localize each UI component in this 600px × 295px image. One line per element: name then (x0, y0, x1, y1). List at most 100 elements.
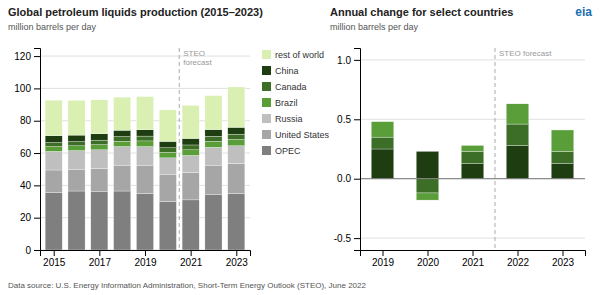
title: Global petroleum liquids production (201… (8, 6, 263, 18)
bar (159, 202, 176, 250)
bar (182, 138, 199, 144)
bar (371, 137, 394, 149)
bar (136, 165, 153, 193)
bar (136, 97, 153, 130)
tick: 2021 (462, 250, 485, 268)
axis-line (41, 251, 251, 257)
bar (182, 155, 199, 172)
legend-swatch (262, 130, 271, 139)
bar (91, 168, 108, 191)
axis-line (354, 49, 361, 251)
bar (114, 97, 131, 130)
legend-label: Canada (275, 82, 307, 92)
bar (416, 193, 439, 200)
bar (228, 127, 245, 134)
tick-mark (34, 185, 40, 186)
bar (182, 105, 199, 138)
bar (68, 151, 85, 170)
tick-label: 2022 (507, 257, 530, 268)
tick-label: -0.5 (334, 233, 352, 244)
tick: 0 (25, 245, 40, 256)
series (45, 134, 245, 152)
bar (114, 165, 131, 191)
tick: 2021 (180, 250, 203, 268)
tick-mark (54, 250, 55, 256)
legend-label: China (275, 66, 299, 76)
tick-mark (34, 250, 40, 251)
legend-swatch (262, 98, 271, 107)
bar (91, 100, 108, 134)
bar (114, 147, 131, 166)
x-axis: 20192020202120222023 (361, 250, 586, 268)
tick-mark (354, 238, 360, 239)
grid-line (360, 238, 585, 239)
legend-label: Russia (275, 114, 303, 124)
bar (551, 130, 574, 151)
bar (228, 146, 245, 164)
bar (114, 141, 131, 146)
tick-label: 80 (20, 115, 32, 126)
annotation: STEOforecast (183, 49, 212, 67)
legend-swatch (262, 66, 271, 75)
bar (551, 163, 574, 178)
bar (68, 142, 85, 146)
bar (205, 141, 222, 147)
subtitle: million barrels per day (330, 22, 419, 32)
bar (461, 163, 484, 178)
logo: eia (575, 5, 592, 19)
tick-mark (34, 121, 40, 122)
tick: 100 (14, 83, 40, 94)
series (45, 146, 245, 175)
tick-label: 100 (14, 83, 31, 94)
legend-label: rest of world (275, 50, 324, 60)
tick: 120 (14, 51, 40, 62)
bar (159, 175, 176, 202)
bar (45, 170, 62, 193)
tick-mark (354, 119, 360, 120)
bar (136, 147, 153, 166)
series (45, 87, 245, 141)
grid (40, 56, 250, 250)
series (45, 191, 245, 250)
tick-label: 2023 (552, 257, 575, 268)
bar (91, 134, 108, 140)
bar (371, 149, 394, 179)
bar (182, 145, 199, 150)
tick-mark (354, 179, 360, 180)
forecast-line (179, 48, 180, 250)
tick-mark (428, 250, 429, 256)
bar (551, 151, 574, 163)
tick: 2019 (134, 250, 157, 268)
bar (461, 151, 484, 163)
tick-label: 2021 (462, 257, 485, 268)
bar (68, 146, 85, 151)
legend: rest of worldChinaCanadaBrazilRussiaUnit… (262, 50, 330, 156)
tick-label: 2020 (417, 257, 440, 268)
forecast-line (495, 48, 496, 250)
tick-label: 2017 (89, 257, 112, 268)
bar (91, 150, 108, 169)
bar (228, 193, 245, 250)
bar (45, 151, 62, 170)
tick: 2020 (417, 250, 440, 268)
bar (68, 191, 85, 250)
x-axis: 20152017201920212023 (41, 250, 251, 268)
tick-mark (191, 250, 192, 256)
tick-label: 60 (20, 148, 32, 159)
tick-mark (473, 250, 474, 256)
tick: 0.5 (337, 114, 360, 125)
tick: 2023 (552, 250, 575, 268)
bar (91, 145, 108, 150)
tick: 1.0 (337, 55, 360, 66)
tick: 2022 (507, 250, 530, 268)
bar (68, 135, 85, 141)
bar (114, 191, 131, 250)
bar (205, 194, 222, 250)
tick-mark (34, 218, 40, 219)
bar (114, 137, 131, 142)
bar (371, 122, 394, 137)
bar (159, 148, 176, 153)
tick-label: 2021 (180, 257, 203, 268)
bar (91, 140, 108, 145)
tick-mark (236, 250, 237, 256)
